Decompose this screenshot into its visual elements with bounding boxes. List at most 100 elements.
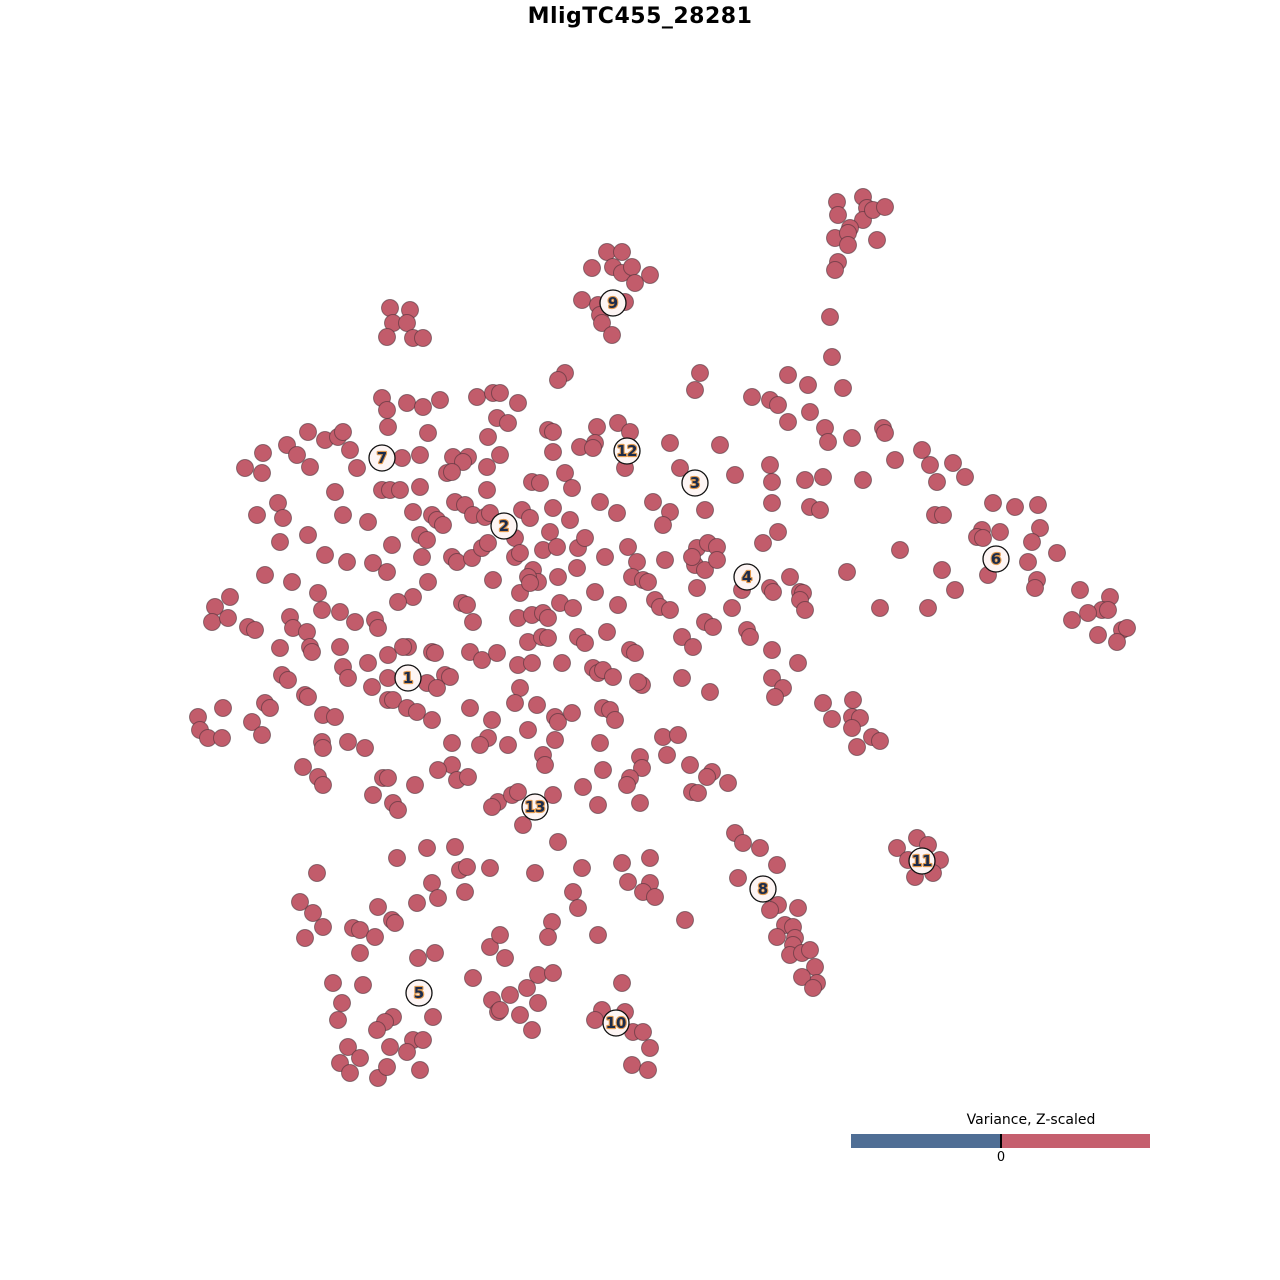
data-point bbox=[413, 548, 431, 566]
data-point bbox=[754, 534, 772, 552]
data-point bbox=[544, 443, 562, 461]
data-point bbox=[634, 1023, 652, 1041]
data-point bbox=[256, 566, 274, 584]
data-point bbox=[641, 1039, 659, 1057]
data-point bbox=[414, 1031, 432, 1049]
data-point bbox=[408, 703, 426, 721]
data-point bbox=[458, 858, 476, 876]
data-point bbox=[598, 623, 616, 641]
data-point bbox=[443, 734, 461, 752]
data-point bbox=[473, 651, 491, 669]
data-point bbox=[751, 839, 769, 857]
data-point bbox=[589, 796, 607, 814]
legend-bar-negative bbox=[851, 1134, 1001, 1148]
data-point bbox=[549, 713, 567, 731]
data-point bbox=[511, 1006, 529, 1024]
data-point bbox=[298, 623, 316, 641]
data-point bbox=[414, 398, 432, 416]
legend-zero-label: 0 bbox=[996, 1150, 1006, 1165]
data-point bbox=[523, 1021, 541, 1039]
data-point bbox=[236, 459, 254, 477]
data-point bbox=[529, 994, 547, 1012]
data-point bbox=[839, 236, 857, 254]
cluster-label-text: 13 bbox=[525, 798, 546, 816]
data-point bbox=[491, 446, 509, 464]
data-point bbox=[294, 758, 312, 776]
data-point bbox=[589, 926, 607, 944]
data-point bbox=[763, 641, 781, 659]
data-point bbox=[1031, 519, 1049, 537]
data-point bbox=[743, 388, 761, 406]
data-point bbox=[789, 899, 807, 917]
cluster-label-circle bbox=[613, 437, 641, 465]
data-point bbox=[478, 481, 496, 499]
data-point bbox=[331, 603, 349, 621]
data-point bbox=[369, 619, 387, 637]
data-point bbox=[539, 928, 557, 946]
data-point bbox=[339, 669, 357, 687]
data-point bbox=[568, 559, 586, 577]
data-point bbox=[596, 548, 614, 566]
data-point bbox=[1063, 611, 1081, 629]
data-point bbox=[378, 328, 396, 346]
cluster-label-text: 8 bbox=[758, 880, 768, 898]
cluster-label-circle bbox=[368, 444, 396, 472]
data-point bbox=[411, 478, 429, 496]
data-point bbox=[379, 669, 397, 687]
data-point bbox=[868, 231, 886, 249]
data-point bbox=[366, 928, 384, 946]
data-point bbox=[329, 1011, 347, 1029]
cluster-label-circle bbox=[733, 563, 761, 591]
data-point bbox=[419, 424, 437, 442]
data-point bbox=[543, 913, 561, 931]
data-point bbox=[384, 691, 402, 709]
data-point bbox=[253, 464, 271, 482]
data-point bbox=[464, 613, 482, 631]
data-point bbox=[351, 921, 369, 939]
data-point bbox=[393, 449, 411, 467]
data-point bbox=[613, 854, 631, 872]
data-point bbox=[1023, 533, 1041, 551]
data-point bbox=[586, 1011, 604, 1029]
data-point bbox=[801, 403, 819, 421]
data-point bbox=[411, 1061, 429, 1079]
data-point bbox=[691, 364, 709, 382]
data-point bbox=[398, 1043, 416, 1061]
data-point bbox=[561, 511, 579, 529]
data-point bbox=[499, 414, 517, 432]
data-point bbox=[779, 413, 797, 431]
data-point bbox=[398, 314, 416, 332]
data-point bbox=[423, 711, 441, 729]
cluster-label-circle bbox=[602, 1009, 630, 1037]
data-point bbox=[341, 1064, 359, 1082]
data-point bbox=[921, 456, 939, 474]
data-point bbox=[363, 678, 381, 696]
data-point bbox=[219, 609, 237, 627]
data-point bbox=[334, 506, 352, 524]
data-point bbox=[511, 679, 529, 697]
cluster-label-circle bbox=[405, 979, 433, 1007]
data-point bbox=[549, 568, 567, 586]
data-point bbox=[283, 573, 301, 591]
cluster-label-text: 5 bbox=[414, 984, 424, 1002]
data-point bbox=[654, 516, 672, 534]
data-point bbox=[913, 441, 931, 459]
data-point bbox=[633, 759, 651, 777]
data-point bbox=[464, 969, 482, 987]
data-point bbox=[509, 394, 527, 412]
data-point bbox=[541, 523, 559, 541]
cluster-label-text: 4 bbox=[742, 568, 752, 586]
data-point bbox=[338, 553, 356, 571]
cluster-label-text: 9 bbox=[608, 294, 618, 312]
cluster-label-6: 6 bbox=[982, 545, 1010, 573]
data-point bbox=[871, 732, 889, 750]
data-point bbox=[279, 671, 297, 689]
data-point bbox=[404, 503, 422, 521]
data-point bbox=[669, 726, 687, 744]
data-point bbox=[506, 694, 524, 712]
data-point bbox=[368, 1021, 386, 1039]
data-point bbox=[564, 599, 582, 617]
data-point bbox=[434, 516, 452, 534]
data-point bbox=[414, 329, 432, 347]
